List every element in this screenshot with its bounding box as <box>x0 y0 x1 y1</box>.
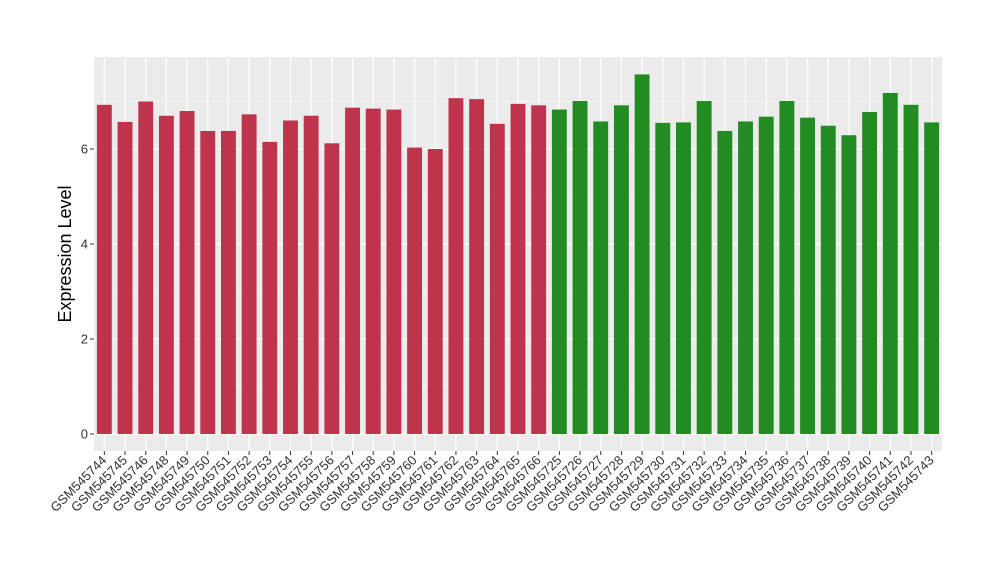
bar-GSM545757 <box>345 107 360 435</box>
y-tick-label: 2 <box>81 332 88 347</box>
bar-GSM545753 <box>262 141 278 434</box>
bar-GSM545736 <box>779 101 795 435</box>
bar-GSM545754 <box>283 120 298 434</box>
y-tick-label: 4 <box>81 237 88 252</box>
bar-GSM545732 <box>696 101 712 435</box>
bar-GSM545759 <box>386 109 402 434</box>
bar-GSM545742 <box>903 104 919 434</box>
bar-GSM545734 <box>738 121 753 434</box>
bar-GSM545766 <box>531 105 547 435</box>
bar-GSM545743 <box>924 122 940 435</box>
bar-GSM545751 <box>220 130 236 434</box>
bars <box>96 74 940 435</box>
x-axis: GSM545744GSM545745GSM545746GSM545748GSM5… <box>47 451 937 515</box>
bar-GSM545746 <box>138 101 154 434</box>
bar-GSM545761 <box>427 149 443 434</box>
y-tick-label: 6 <box>81 142 88 157</box>
y-axis-title: Expression Level <box>55 185 75 322</box>
bar-GSM545765 <box>510 103 526 434</box>
bar-GSM545762 <box>448 98 464 435</box>
bar-GSM545750 <box>200 130 216 434</box>
bar-GSM545752 <box>241 114 257 434</box>
bar-GSM545738 <box>820 125 836 434</box>
bar-GSM545726 <box>572 101 588 435</box>
bar-GSM545741 <box>882 92 898 434</box>
bar-GSM545764 <box>489 123 505 434</box>
bar-GSM545744 <box>96 104 112 434</box>
bar-GSM545755 <box>303 115 319 434</box>
bar-GSM545745 <box>117 121 133 435</box>
bar-GSM545756 <box>324 143 340 435</box>
y-axis: 0 2 4 6 <box>81 142 94 442</box>
bar-GSM545739 <box>841 135 857 434</box>
bar-GSM545749 <box>179 111 195 434</box>
bar-GSM545731 <box>676 122 691 435</box>
bar-GSM545735 <box>758 116 774 434</box>
bar-GSM545758 <box>365 108 381 434</box>
bar-GSM545733 <box>717 130 733 434</box>
bar-GSM545760 <box>407 147 423 434</box>
bar-GSM545763 <box>469 99 485 434</box>
bar-GSM545728 <box>613 105 629 435</box>
bar-GSM545740 <box>862 111 878 434</box>
bar-GSM545727 <box>593 121 609 434</box>
y-tick-label: 0 <box>81 427 88 442</box>
bar-GSM545748 <box>158 115 174 434</box>
bar-GSM545737 <box>800 117 816 435</box>
bar-GSM545725 <box>551 109 567 434</box>
bar-GSM545730 <box>655 122 671 434</box>
bar-GSM545729 <box>634 74 650 435</box>
